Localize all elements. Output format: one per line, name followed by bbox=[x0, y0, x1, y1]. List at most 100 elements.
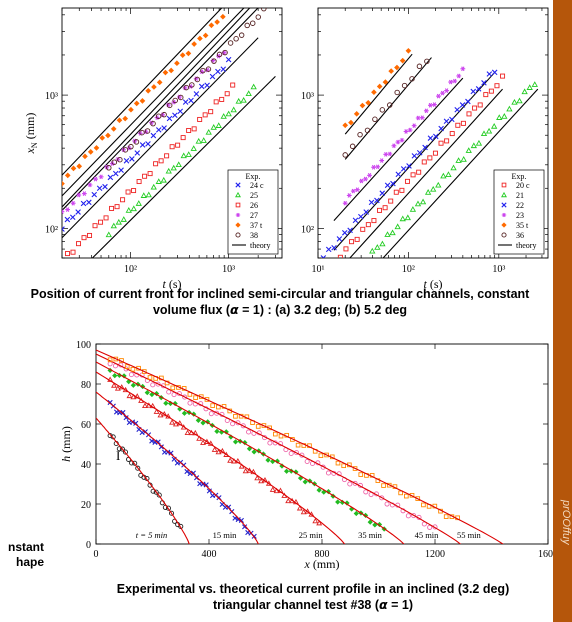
profile-point bbox=[324, 452, 329, 458]
legend-label: 27 bbox=[250, 211, 258, 220]
x-stroke bbox=[86, 199, 92, 206]
profile-point bbox=[153, 408, 160, 414]
data-point bbox=[365, 99, 372, 106]
data-point bbox=[346, 193, 352, 198]
theory-curve bbox=[96, 353, 462, 544]
data-point bbox=[70, 249, 76, 255]
profile-point bbox=[171, 392, 177, 398]
sidebar-text: prOOffuy bbox=[560, 500, 572, 545]
data-point bbox=[191, 41, 197, 47]
data-point bbox=[208, 22, 215, 29]
data-point bbox=[155, 127, 162, 133]
data-point bbox=[387, 151, 393, 157]
data-point bbox=[76, 241, 82, 247]
data-point bbox=[110, 222, 117, 229]
data-point bbox=[368, 199, 375, 206]
profile-point bbox=[300, 508, 307, 515]
data-point bbox=[363, 176, 368, 182]
data-point bbox=[427, 102, 433, 108]
star-stroke bbox=[351, 188, 356, 194]
theory-line bbox=[62, 8, 245, 197]
data-point bbox=[432, 133, 439, 140]
data-point bbox=[93, 145, 100, 151]
legend-marker bbox=[235, 202, 241, 208]
star-stroke bbox=[375, 164, 380, 170]
profile-point bbox=[384, 501, 390, 507]
caption-bottom-line1: Experimental vs. theoretical current pro… bbox=[116, 582, 510, 596]
x-stroke bbox=[432, 133, 439, 140]
star-stroke bbox=[88, 182, 92, 188]
y-tick-label: 10³ bbox=[45, 91, 58, 102]
data-point bbox=[424, 189, 432, 195]
x-axis-label: t (s) bbox=[423, 277, 442, 291]
x-stroke bbox=[406, 163, 412, 169]
profile-point bbox=[181, 410, 188, 416]
data-point bbox=[225, 110, 232, 117]
time-label: 15 min bbox=[213, 530, 238, 540]
data-point bbox=[86, 199, 92, 206]
data-point bbox=[454, 106, 460, 113]
x-stroke bbox=[449, 116, 455, 123]
star-stroke bbox=[138, 130, 142, 136]
caption-bottom: Experimental vs. theoretical current pro… bbox=[78, 581, 548, 613]
data-point bbox=[250, 20, 256, 26]
data-point bbox=[388, 198, 394, 204]
profile-point bbox=[404, 493, 409, 499]
profile-point bbox=[195, 417, 201, 423]
star-stroke bbox=[343, 200, 347, 206]
data-point bbox=[180, 152, 187, 159]
legend-marker bbox=[501, 222, 507, 228]
data-point bbox=[403, 129, 409, 134]
data-point bbox=[320, 255, 327, 258]
y-tick-label: 80 bbox=[81, 380, 91, 391]
profile-point bbox=[242, 467, 249, 474]
x-stroke bbox=[75, 209, 81, 215]
data-point bbox=[155, 113, 162, 119]
data-point bbox=[175, 161, 182, 168]
x-tick-label: 10¹ bbox=[312, 264, 325, 275]
profile-point bbox=[158, 444, 164, 450]
data-point bbox=[216, 51, 223, 58]
theory-curve bbox=[96, 391, 260, 544]
data-point bbox=[470, 88, 477, 95]
theory-line bbox=[333, 77, 464, 222]
data-point bbox=[416, 63, 423, 70]
x-stroke bbox=[454, 106, 460, 113]
data-point bbox=[233, 36, 239, 42]
star-stroke bbox=[412, 123, 416, 129]
caption-bottom-line2: triangular channel test #38 ( bbox=[213, 598, 380, 612]
data-point bbox=[92, 223, 98, 229]
data-point bbox=[387, 102, 393, 108]
data-point bbox=[180, 135, 186, 141]
profile-point bbox=[170, 385, 176, 391]
x-stroke bbox=[331, 244, 337, 251]
data-point bbox=[415, 115, 421, 121]
x-stroke bbox=[501, 202, 507, 208]
x-stroke bbox=[107, 399, 113, 406]
x-stroke bbox=[220, 66, 227, 72]
profile-point bbox=[316, 487, 322, 493]
data-point bbox=[470, 142, 478, 149]
theory-curve bbox=[96, 417, 191, 544]
theory-curve bbox=[96, 361, 405, 544]
profile-point bbox=[130, 366, 136, 372]
data-point bbox=[134, 150, 141, 156]
data-point bbox=[230, 106, 237, 113]
data-point bbox=[130, 205, 137, 212]
x-axis-label: t (s) bbox=[162, 277, 181, 291]
x-stroke bbox=[384, 182, 391, 189]
x-stroke bbox=[107, 174, 114, 181]
profile-point bbox=[267, 440, 273, 446]
legend-marker bbox=[235, 191, 241, 198]
series-circle bbox=[342, 58, 430, 158]
data-point bbox=[404, 214, 411, 221]
legend-marker bbox=[235, 232, 241, 238]
star-stroke bbox=[363, 176, 368, 182]
x-stroke bbox=[102, 183, 108, 190]
x-stroke bbox=[322, 255, 327, 258]
star-stroke bbox=[432, 102, 437, 107]
data-point bbox=[161, 125, 167, 131]
data-point bbox=[448, 79, 454, 85]
data-point bbox=[440, 90, 445, 96]
